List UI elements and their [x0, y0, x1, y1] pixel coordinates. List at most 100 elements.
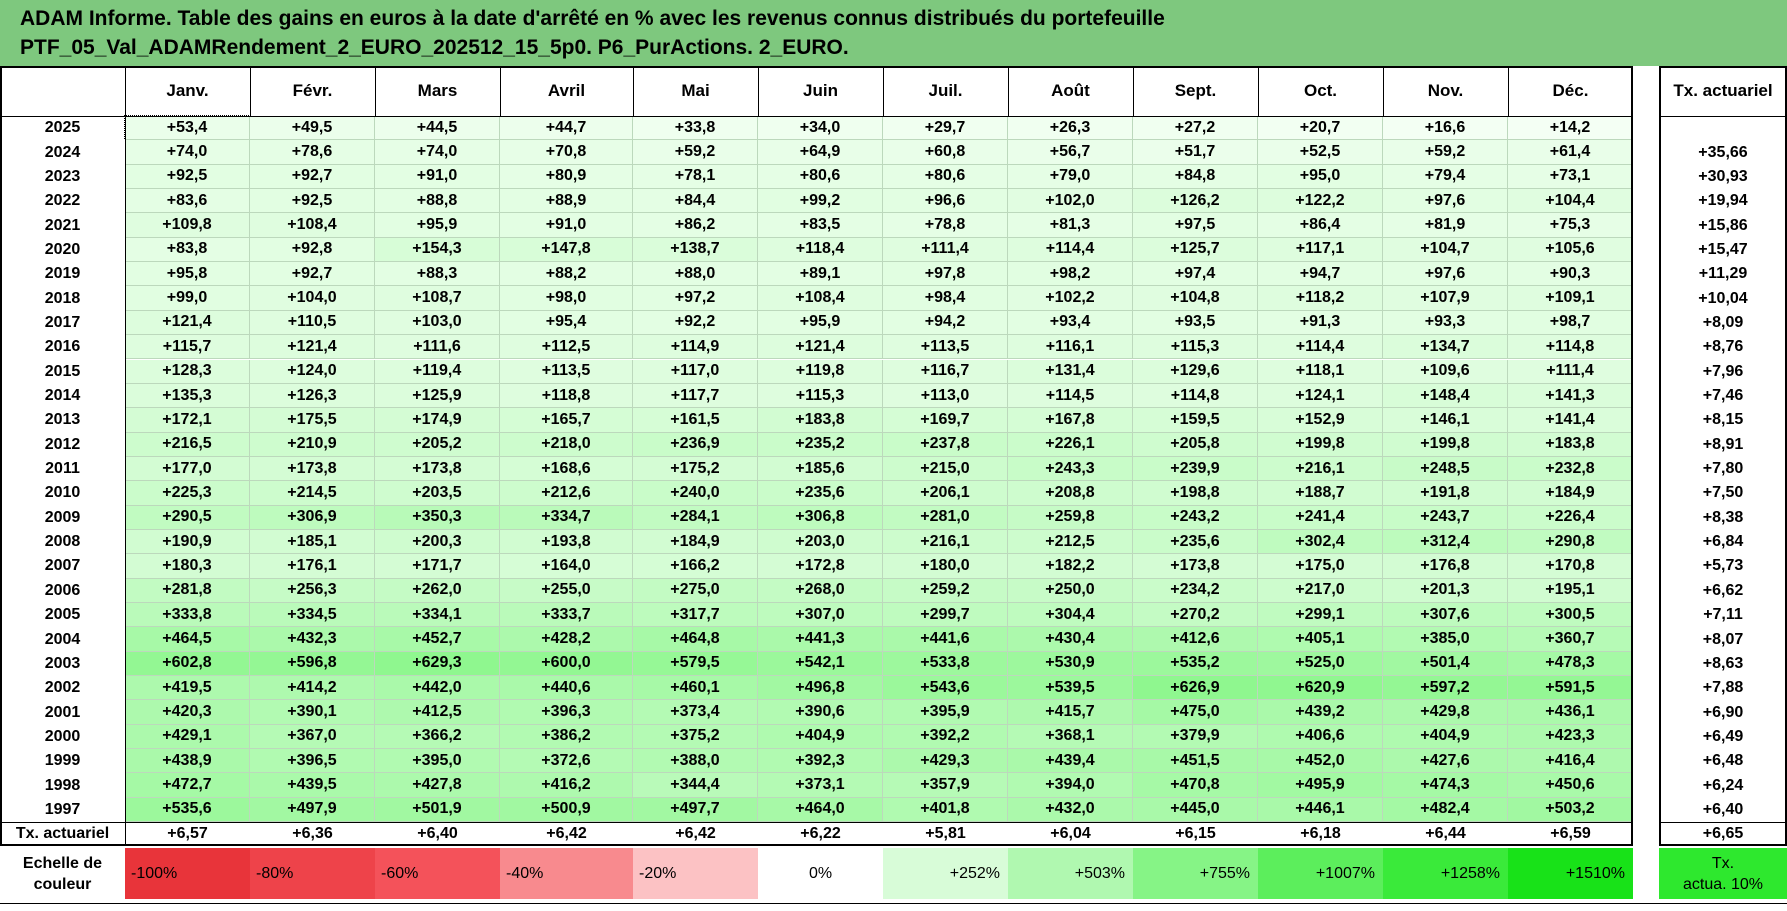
- gain-cell: +44,5: [375, 116, 500, 141]
- gain-cell: +152,9: [1258, 408, 1383, 433]
- gain-cell: +439,2: [1258, 700, 1383, 725]
- gain-cell: +33,8: [633, 116, 758, 141]
- gain-cell: +259,2: [883, 578, 1008, 603]
- gain-cell: +109,1: [1508, 286, 1633, 311]
- gain-cell: +14,2: [1508, 116, 1633, 141]
- gain-cell: +97,2: [633, 286, 758, 311]
- year-label: 2024: [0, 140, 125, 165]
- footer-rate-cell: +6,22: [758, 822, 883, 847]
- actuarial-rate-cell: +30,93: [1659, 164, 1787, 190]
- color-scale-swatch: +503%: [1008, 848, 1133, 899]
- gain-cell: +80,6: [758, 164, 883, 190]
- gain-cell: +445,0: [1133, 797, 1258, 823]
- gain-cell: +104,7: [1383, 237, 1508, 263]
- gain-cell: +78,8: [883, 213, 1008, 238]
- gain-cell: +446,1: [1258, 797, 1383, 823]
- gain-cell: +432,3: [250, 627, 375, 652]
- gain-cell: +121,4: [125, 310, 250, 336]
- gain-cell: +113,5: [500, 359, 633, 384]
- actuarial-rate-cell: +7,46: [1659, 383, 1787, 409]
- gain-cell: +95,9: [375, 213, 500, 238]
- footer-rate-cell: +6,42: [633, 822, 758, 847]
- gain-cell: +91,0: [500, 213, 633, 238]
- gain-cell: +243,7: [1383, 505, 1508, 530]
- gain-cell: +432,0: [1008, 797, 1133, 823]
- gain-cell: +161,5: [633, 408, 758, 433]
- gain-cell: +394,0: [1008, 773, 1133, 798]
- gain-cell: +460,1: [633, 676, 758, 701]
- gain-cell: +184,9: [633, 529, 758, 555]
- color-scale-swatch: -80%: [250, 848, 375, 899]
- color-scale-swatch: -60%: [375, 848, 500, 899]
- gain-cell: +175,2: [633, 456, 758, 482]
- year-label: 2020: [0, 237, 125, 263]
- actuarial-rate-cell: +6,24: [1659, 773, 1787, 798]
- gain-cell: +173,8: [1133, 554, 1258, 579]
- gain-cell: +248,5: [1383, 456, 1508, 482]
- gain-cell: +236,9: [633, 432, 758, 457]
- color-scale-label: Echelle de couleur: [0, 848, 125, 899]
- gain-cell: +114,8: [1133, 383, 1258, 409]
- gain-cell: +268,0: [758, 578, 883, 603]
- gain-cell: +92,7: [250, 164, 375, 190]
- gain-cell: +118,2: [1258, 286, 1383, 311]
- actuarial-rate-cell: +7,11: [1659, 603, 1787, 628]
- gain-cell: +88,0: [633, 262, 758, 287]
- gain-cell: +366,2: [375, 724, 500, 750]
- month-header: Juil.: [883, 66, 1008, 116]
- gain-cell: +93,4: [1008, 310, 1133, 336]
- gain-cell: +390,1: [250, 700, 375, 725]
- gain-cell: +420,3: [125, 700, 250, 725]
- gain-cell: +104,0: [250, 286, 375, 311]
- gain-cell: +368,1: [1008, 724, 1133, 750]
- gain-cell: +216,1: [1258, 456, 1383, 482]
- gain-cell: +472,7: [125, 773, 250, 798]
- gain-cell: +92,5: [125, 164, 250, 190]
- gain-cell: +404,9: [1383, 724, 1508, 750]
- gain-cell: +116,7: [883, 359, 1008, 384]
- year-label: 2010: [0, 481, 125, 506]
- gain-cell: +396,3: [500, 700, 633, 725]
- color-scale-swatch: -20%: [633, 848, 758, 899]
- gain-cell: +115,3: [1133, 335, 1258, 360]
- gain-cell: +180,0: [883, 554, 1008, 579]
- gain-cell: +535,6: [125, 797, 250, 823]
- gain-cell: +169,7: [883, 408, 1008, 433]
- month-header: Déc.: [1508, 66, 1633, 116]
- gain-cell: +147,8: [500, 237, 633, 263]
- gain-cell: +497,7: [633, 797, 758, 823]
- gain-cell: +427,6: [1383, 749, 1508, 774]
- year-label: 2007: [0, 554, 125, 579]
- gain-cell: +217,0: [1258, 578, 1383, 603]
- year-label: 1998: [0, 773, 125, 798]
- gain-cell: +216,1: [883, 529, 1008, 555]
- gain-cell: +429,3: [883, 749, 1008, 774]
- gain-cell: +307,6: [1383, 603, 1508, 628]
- gain-cell: +191,8: [1383, 481, 1508, 506]
- gain-cell: +629,3: [375, 651, 500, 677]
- gain-cell: +138,7: [633, 237, 758, 263]
- gain-cell: +243,3: [1008, 456, 1133, 482]
- gain-cell: +414,2: [250, 676, 375, 701]
- gain-cell: +81,9: [1383, 213, 1508, 238]
- color-scale-label-line-2: couleur: [33, 875, 92, 893]
- gain-cell: +373,1: [758, 773, 883, 798]
- actuarial-rate-cell: +10,04: [1659, 286, 1787, 311]
- gain-cell: +395,0: [375, 749, 500, 774]
- gain-cell: +306,9: [250, 505, 375, 530]
- gain-cell: +92,7: [250, 262, 375, 287]
- gain-cell: +124,1: [1258, 383, 1383, 409]
- gain-cell: +97,8: [883, 262, 1008, 287]
- gain-cell: +250,0: [1008, 578, 1133, 603]
- gain-cell: +114,5: [1008, 383, 1133, 409]
- gain-cell: +105,6: [1508, 237, 1633, 263]
- gain-cell: +357,9: [883, 773, 1008, 798]
- year-label: 2009: [0, 505, 125, 530]
- color-scale-swatch: +252%: [883, 848, 1008, 899]
- gain-cell: +597,2: [1383, 676, 1508, 701]
- year-label: 2004: [0, 627, 125, 652]
- gain-cell: +49,5: [250, 116, 375, 141]
- gain-cell: +96,6: [883, 189, 1008, 214]
- gain-cell: +474,3: [1383, 773, 1508, 798]
- gain-cell: +177,0: [125, 456, 250, 482]
